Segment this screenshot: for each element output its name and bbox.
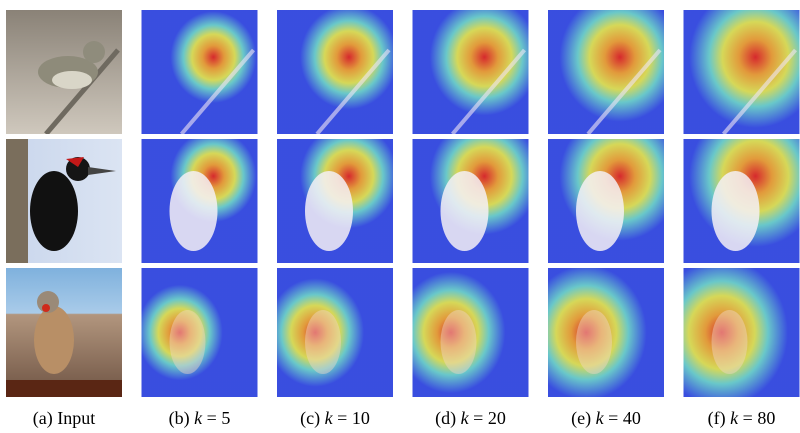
caption-value: 20 (488, 408, 506, 428)
caption-symbol: k (325, 408, 334, 428)
caption: (f) k = 80 (708, 408, 776, 429)
caption: (d) k = 20 (435, 408, 506, 429)
caption-label: (b) (169, 408, 190, 429)
caption-value: 5 (221, 408, 230, 428)
heatmap-image (683, 139, 800, 263)
heatmap-image (277, 268, 393, 397)
heatmap-image (141, 139, 258, 263)
heatmap-image (277, 139, 393, 263)
caption-relation: = (473, 408, 483, 428)
input-image (6, 139, 122, 263)
heatmap-image (277, 10, 393, 134)
caption: (b) k = 5 (169, 408, 231, 429)
caption-symbol: k (194, 408, 203, 428)
caption-relation: = (608, 408, 618, 428)
heatmap-image (412, 268, 529, 397)
caption-text: Input (57, 408, 95, 428)
caption-value: 10 (352, 408, 370, 428)
caption: (a) Input (33, 408, 95, 429)
input-image (6, 268, 122, 397)
caption-label: (f) (708, 408, 726, 429)
heatmap-image (548, 10, 664, 134)
caption-symbol: k (730, 408, 739, 428)
caption-relation: = (207, 408, 217, 428)
heatmap-image (683, 268, 800, 397)
caption-relation: = (743, 408, 753, 428)
caption-value: 80 (757, 408, 775, 428)
caption-label: (e) (571, 408, 591, 429)
heatmap-image (548, 139, 664, 263)
heatmap-image (683, 10, 800, 134)
caption-label: (c) (300, 408, 320, 429)
heatmap-image (412, 10, 529, 134)
input-image (6, 10, 122, 134)
caption: (c) k = 10 (300, 408, 370, 429)
heatmap-image (141, 268, 258, 397)
caption-symbol: k (461, 408, 470, 428)
caption-label: (d) (435, 408, 456, 429)
caption: (e) k = 40 (571, 408, 641, 429)
heatmap-image (548, 268, 664, 397)
heatmap-image (412, 139, 529, 263)
caption-relation: = (337, 408, 347, 428)
caption-label: (a) (33, 408, 53, 429)
caption-value: 40 (623, 408, 641, 428)
heatmap-image (141, 10, 258, 134)
caption-symbol: k (596, 408, 605, 428)
